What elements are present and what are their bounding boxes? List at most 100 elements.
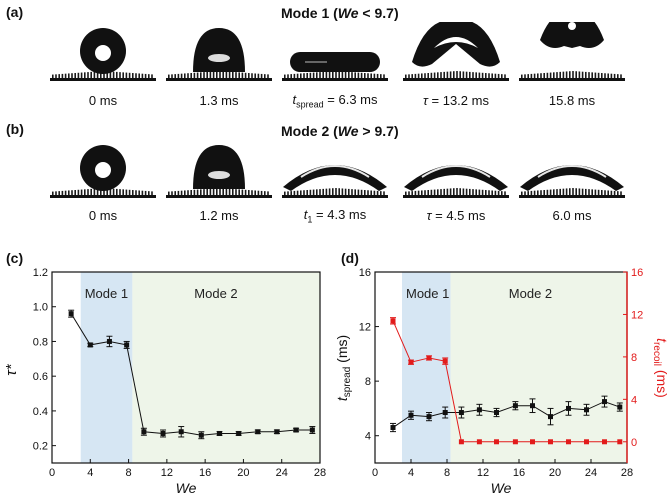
substrate-pillar: [312, 72, 315, 78]
panel-c-label: (c): [6, 250, 24, 266]
substrate-pillar: [591, 72, 593, 78]
substrate-pillar: [325, 188, 328, 195]
data-point: [602, 399, 607, 405]
substrate-pillar: [228, 71, 231, 78]
substrate-pillar: [55, 74, 57, 78]
panel-b-caption-4: τ = 4.5 ms: [426, 208, 486, 223]
substrate-pillar: [209, 71, 212, 78]
droplet-hole: [568, 22, 576, 30]
panel-b-label: (b): [6, 121, 24, 137]
substrate-pillar: [293, 73, 296, 78]
substrate-pillar: [177, 73, 180, 78]
substrate-pillar: [112, 188, 115, 195]
substrate-pillar: [475, 189, 477, 195]
data-point: [584, 407, 589, 413]
y-right-tick-label: 0: [631, 437, 637, 449]
substrate-pillar: [319, 189, 321, 195]
data-point: [217, 430, 222, 436]
panel-b-frame-3: [282, 165, 388, 198]
substrate-pillar: [581, 71, 584, 78]
substrate-base: [282, 78, 388, 81]
substrate-pillar: [171, 191, 173, 195]
substrate-pillar: [116, 188, 118, 195]
substrate-pillar: [617, 74, 619, 78]
substrate-pillar: [338, 71, 340, 78]
panel-b-frame-1: [50, 145, 156, 198]
data-point: [494, 410, 499, 416]
substrate-pillar: [235, 189, 237, 195]
substrate-pillar: [537, 73, 539, 78]
panel-b-caption-1: 0 ms: [88, 208, 118, 223]
substrate-pillar: [405, 74, 407, 78]
data-point: [106, 338, 112, 344]
substrate-pillar: [546, 72, 549, 78]
substrate-pillar: [494, 190, 497, 195]
y-right-axis-label: trecoil (ms): [651, 338, 670, 398]
y-tick-label: 0.4: [33, 406, 48, 418]
substrate-pillar: [209, 188, 212, 195]
substrate-pillar: [562, 71, 565, 78]
substrate-pillar: [141, 73, 144, 78]
substrate-pillar: [613, 190, 616, 195]
substrate-pillar: [125, 189, 128, 195]
substrate-pillar: [594, 189, 597, 195]
data-point: [530, 439, 535, 445]
substrate-pillar: [559, 188, 561, 195]
substrate-pillar: [575, 188, 577, 195]
substrate-base: [166, 195, 272, 198]
substrate-pillar: [151, 74, 153, 78]
x-tick-label: 24: [585, 467, 597, 479]
substrate-base: [166, 78, 272, 81]
substrate-pillar: [504, 191, 506, 195]
x-tick-label: 12: [477, 467, 489, 479]
x-tick-label: 4: [408, 467, 414, 479]
droplet-shape: [193, 145, 245, 189]
substrate-pillar: [293, 190, 296, 195]
panel-b-frame-4: [403, 165, 509, 198]
substrate-pillar: [254, 73, 256, 78]
y-tick-label: 8: [365, 376, 371, 388]
x-tick-label: 16: [513, 467, 525, 479]
y-right-tick-label: 16: [631, 267, 643, 279]
substrate-pillar: [533, 73, 536, 78]
substrate-pillar: [187, 73, 189, 78]
data-point: [442, 410, 448, 416]
substrate-pillar: [128, 72, 131, 78]
substrate-pillar: [328, 188, 331, 195]
substrate-pillar: [148, 191, 150, 195]
substrate-pillar: [244, 189, 247, 195]
substrate-pillar: [478, 189, 481, 195]
substrate-pillar: [74, 73, 76, 78]
substrate-pillar: [135, 73, 137, 78]
substrate-pillar: [309, 189, 312, 195]
x-tick-label: 20: [237, 467, 249, 479]
substrate-pillar: [565, 188, 568, 195]
region-1: [80, 272, 133, 463]
substrate-pillar: [100, 188, 102, 195]
substrate-pillar: [360, 189, 363, 195]
substrate-pillar: [332, 188, 334, 195]
substrate-pillar: [604, 73, 606, 78]
substrate-pillar: [351, 72, 353, 78]
substrate-pillar: [581, 188, 584, 195]
substrate-pillar: [424, 190, 426, 195]
substrate-pillar: [465, 71, 468, 78]
panel-b-title: Mode 2 (We > 9.7): [281, 123, 399, 139]
substrate-pillar: [200, 189, 202, 195]
data-point: [198, 432, 204, 438]
substrate-pillar: [556, 189, 558, 195]
substrate-pillar: [414, 190, 417, 195]
substrate-pillar: [504, 74, 506, 78]
substrate-pillar: [481, 189, 484, 195]
substrate-pillar: [370, 73, 372, 78]
substrate-pillar: [453, 188, 455, 195]
substrate-pillar: [203, 189, 205, 195]
substrate-pillar: [335, 71, 337, 78]
panel-a-frame-4: [403, 22, 509, 81]
x-tick-label: 28: [621, 467, 633, 479]
substrate-pillar: [61, 190, 64, 195]
substrate-pillar: [325, 71, 328, 78]
substrate-pillar: [380, 191, 382, 195]
substrate-pillar: [122, 189, 124, 195]
substrate-pillar: [453, 71, 455, 78]
